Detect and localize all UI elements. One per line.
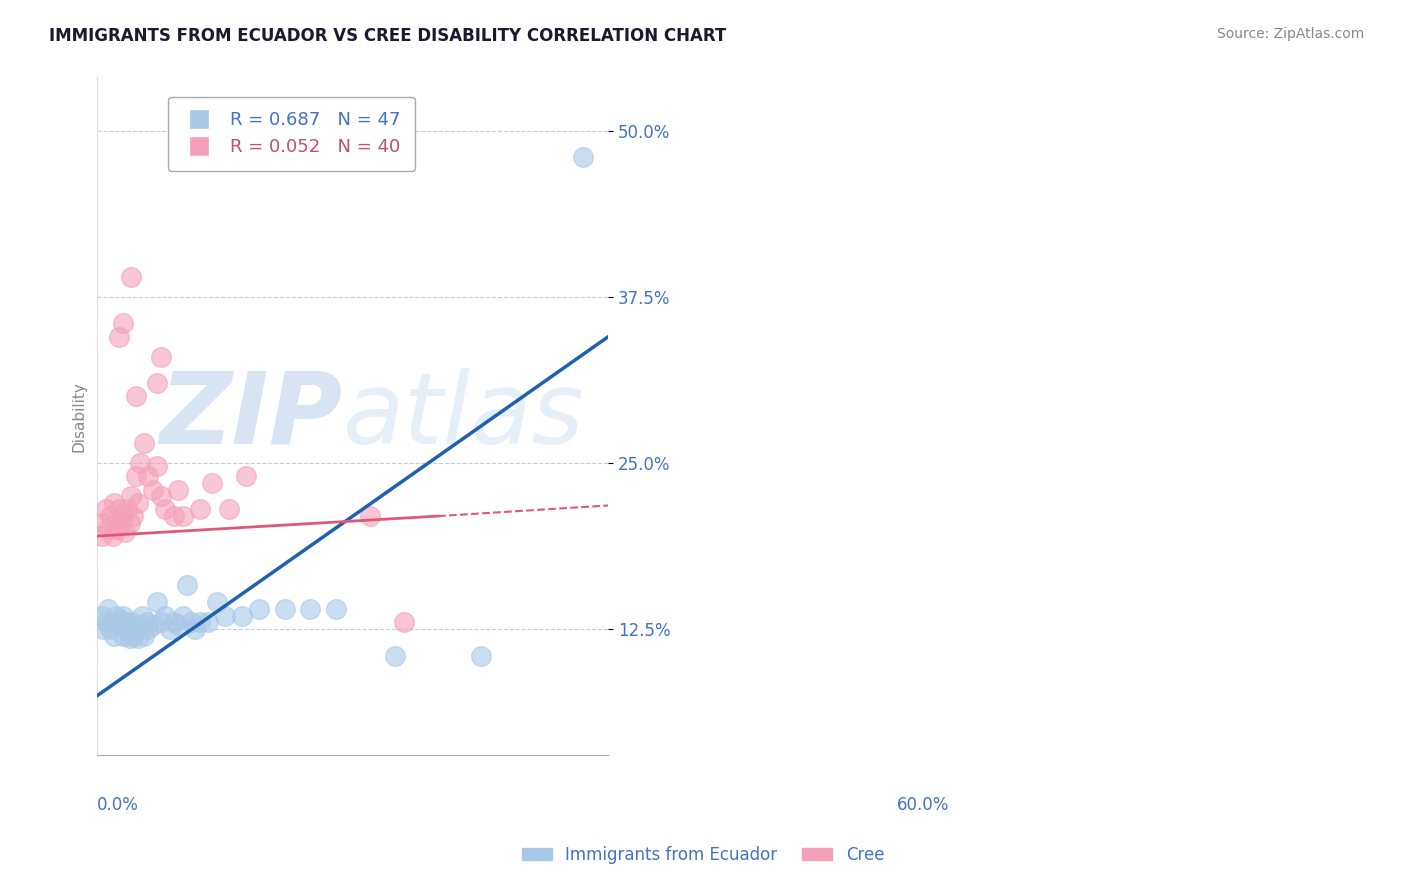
Point (122, 629, 145, 643)
Text: IMMIGRANTS FROM ECUADOR VS CREE DISABILITY CORRELATION CHART: IMMIGRANTS FROM ECUADOR VS CREE DISABILI… (49, 27, 727, 45)
Point (150, 350, 173, 364)
Point (107, 618, 129, 632)
Point (127, 496, 149, 510)
Point (111, 316, 134, 330)
Point (115, 502, 138, 516)
Text: atlas: atlas (343, 368, 585, 465)
Point (214, 608, 236, 623)
Point (146, 595, 169, 609)
Point (134, 436, 156, 450)
Point (247, 602, 270, 616)
Point (131, 608, 153, 623)
Point (103, 629, 125, 643)
Point (325, 602, 347, 616)
Y-axis label: Disability: Disability (72, 381, 86, 452)
Point (135, 615, 157, 630)
Point (124, 622, 146, 636)
Point (218, 502, 240, 516)
Point (124, 389, 146, 403)
Point (172, 608, 194, 623)
Point (197, 615, 219, 630)
Text: ZIP: ZIP (160, 368, 343, 465)
Point (180, 615, 202, 630)
Point (110, 516, 132, 530)
Point (94, 502, 117, 516)
Point (384, 648, 406, 663)
Point (115, 622, 138, 636)
Point (120, 489, 142, 503)
Point (235, 469, 257, 483)
Point (122, 509, 145, 524)
Point (94, 615, 117, 630)
Point (105, 608, 128, 623)
Point (124, 469, 146, 483)
Point (155, 502, 177, 516)
Point (90, 608, 112, 623)
Point (118, 516, 141, 530)
Point (299, 602, 322, 616)
Point (105, 522, 128, 536)
Point (111, 608, 134, 623)
Point (163, 615, 186, 630)
Point (91, 516, 114, 530)
Point (111, 509, 134, 524)
Point (90, 529, 112, 543)
Text: 60.0%: 60.0% (897, 796, 949, 814)
Point (129, 618, 152, 632)
Point (571, 150, 593, 164)
Point (167, 483, 190, 497)
Point (188, 615, 211, 630)
Point (97, 522, 120, 536)
Point (167, 618, 190, 632)
Point (97, 602, 120, 616)
Point (205, 595, 228, 609)
Point (150, 489, 173, 503)
Point (159, 622, 181, 636)
Point (110, 613, 132, 627)
Point (101, 615, 124, 630)
Point (146, 458, 169, 473)
Point (127, 632, 149, 646)
Point (138, 622, 160, 636)
Point (114, 524, 136, 539)
Point (392, 615, 415, 630)
Point (142, 483, 165, 497)
Point (231, 608, 253, 623)
Point (273, 602, 295, 616)
Point (98, 509, 121, 524)
Point (201, 475, 224, 490)
Point (91, 622, 114, 636)
Point (184, 622, 207, 636)
Point (176, 578, 198, 592)
Legend: R = 0.687   N = 47, R = 0.052   N = 40: R = 0.687 N = 47, R = 0.052 N = 40 (169, 96, 415, 170)
Point (470, 648, 492, 663)
Point (118, 632, 141, 646)
Point (134, 629, 156, 643)
Point (359, 509, 381, 524)
Text: 0.0%: 0.0% (97, 796, 139, 814)
Point (120, 269, 142, 284)
Point (163, 509, 186, 524)
Point (107, 502, 129, 516)
Point (103, 496, 125, 510)
Point (188, 502, 211, 516)
Point (107, 329, 129, 343)
Point (111, 629, 134, 643)
Point (146, 376, 169, 391)
Point (138, 469, 160, 483)
Point (114, 615, 136, 630)
Point (155, 608, 177, 623)
Point (150, 615, 173, 630)
Point (129, 456, 152, 470)
Point (101, 529, 124, 543)
Legend: Immigrants from Ecuador, Cree: Immigrants from Ecuador, Cree (515, 839, 891, 871)
Point (98, 622, 121, 636)
Point (120, 615, 142, 630)
Point (142, 618, 165, 632)
Point (172, 509, 194, 524)
Text: Source: ZipAtlas.com: Source: ZipAtlas.com (1216, 27, 1364, 41)
